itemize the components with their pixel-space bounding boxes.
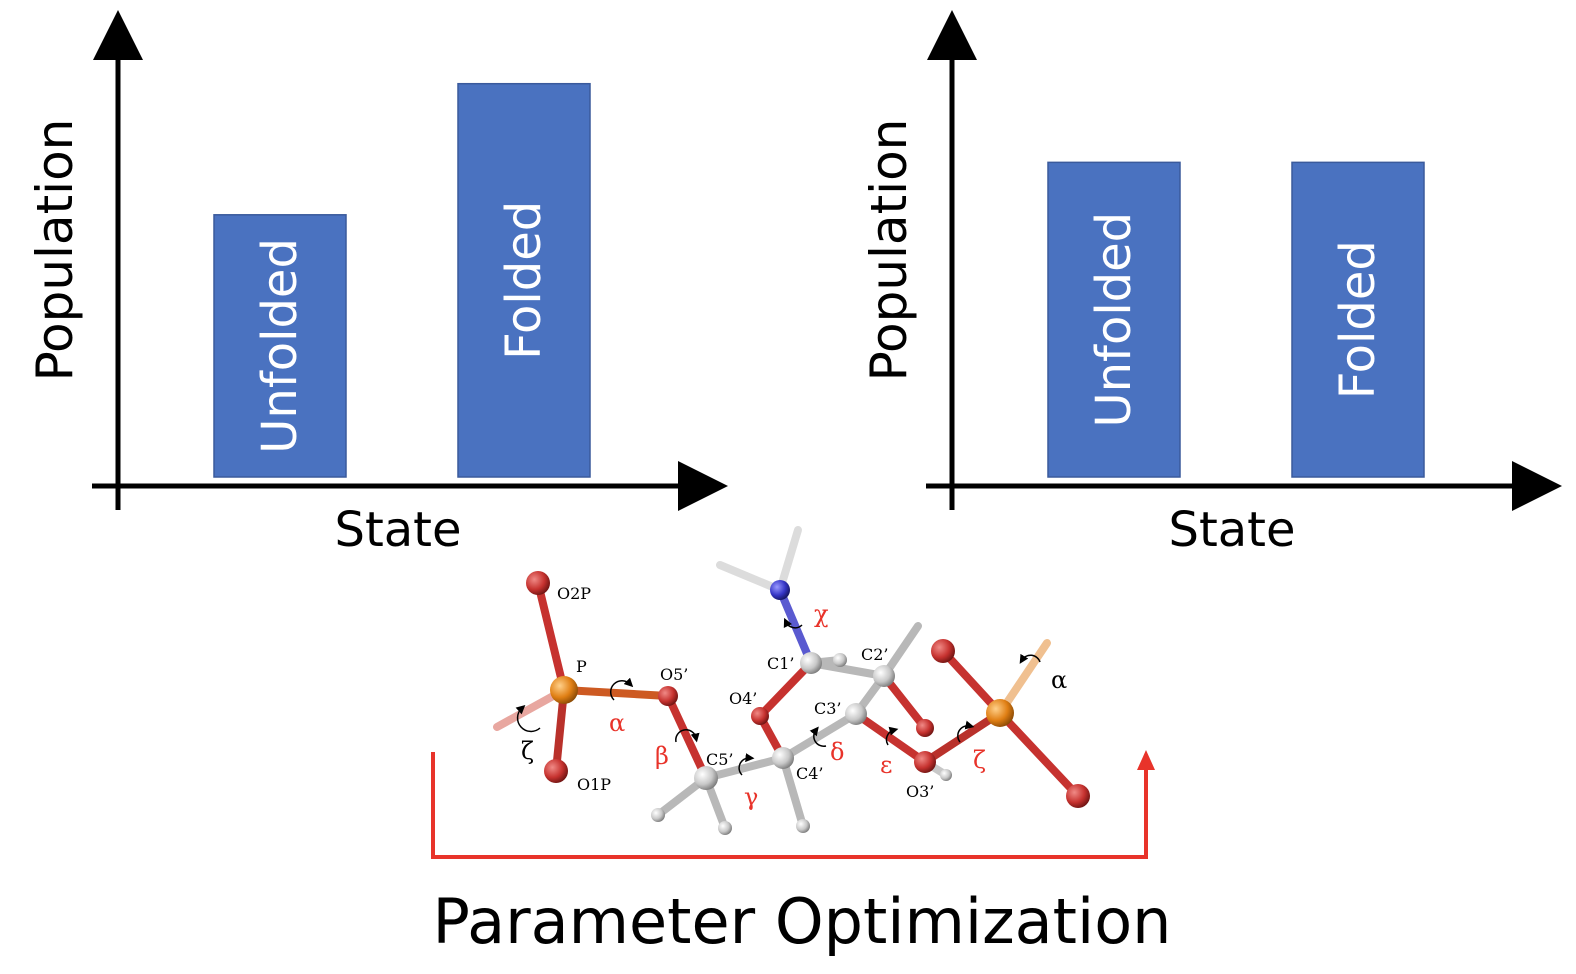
oxygen-atom [751, 707, 769, 725]
torsion-arrow-icon [515, 704, 541, 733]
torsion-arrow-icon [783, 617, 803, 629]
bar-unfolded [213, 214, 347, 478]
chart-right: Unfolded Folded Population State [860, 10, 1562, 558]
nitrogen-atom [770, 580, 790, 600]
y-axis-title: Population [860, 119, 918, 382]
torsion-arrow-icon [609, 677, 634, 701]
caption: Parameter Optimization [433, 885, 1172, 958]
atom-label-o1p: O1P [577, 775, 611, 794]
atom-label-c5: C5’ [706, 750, 734, 769]
dihedral-label-epsilon: ε [880, 751, 892, 779]
carbon-atom [845, 703, 867, 725]
torsion-arrows [515, 617, 1041, 776]
y-axis-title: Population [26, 119, 84, 382]
bar-folded [457, 82, 591, 478]
hydrogen-atom [796, 819, 810, 833]
dihedral-label-alpha-right: α [1051, 666, 1067, 694]
chart-left: Unfolded Folded Population State [26, 10, 728, 558]
dihedral-label-delta: δ [830, 738, 844, 766]
hydrogen-atom [833, 653, 847, 667]
hydrogen-atom [940, 769, 952, 781]
atom-label-c2: C2’ [861, 645, 889, 664]
hydrogen-atom [718, 821, 732, 835]
carbon-atom [873, 665, 895, 687]
optimization-bracket [431, 750, 1155, 859]
oxygen-atom [526, 571, 550, 595]
oxygen-atom [931, 639, 955, 663]
bracket-arrowhead [1137, 750, 1155, 770]
bar-label-folded: Folded [496, 201, 552, 360]
dihedral-label-chi: χ [814, 600, 829, 628]
torsion-arrow-icon [809, 726, 827, 747]
torsion-arrow-icon [1019, 653, 1041, 664]
torsion-arrow-icon [885, 726, 899, 746]
phosphorus-atom [986, 699, 1014, 727]
atom-label-c1: C1’ [767, 654, 795, 673]
bar-group: Unfolded Folded [1047, 161, 1425, 478]
bar-unfolded [1047, 161, 1181, 478]
atom-label-c4: C4’ [796, 764, 824, 783]
dihedral-label-zeta-left: ζ [521, 737, 534, 765]
x-axis-title: State [1168, 502, 1295, 558]
torsion-arrow-icon [957, 720, 975, 743]
atom-label-o5: O5’ [660, 665, 688, 684]
bar-label-unfolded: Unfolded [252, 238, 308, 454]
oxygen-atom [916, 719, 934, 737]
dihedral-label-beta: β [655, 742, 669, 770]
oxygen-atom [914, 751, 936, 773]
phosphorus-atom [550, 676, 578, 704]
bar-group: Unfolded Folded [213, 82, 591, 478]
dihedral-label-zeta-right: ζ [973, 746, 986, 774]
oxygen-atom [658, 686, 678, 706]
bracket-line [431, 752, 1148, 859]
oxygen-atom [1066, 784, 1090, 808]
dihedral-label-gamma: γ [744, 783, 758, 811]
atom-label-o4: O4’ [729, 689, 757, 708]
atom-label-o2p: O2P [557, 584, 591, 603]
hydrogen-atom [651, 808, 665, 822]
atom-label-p: P [576, 657, 587, 676]
oxygen-atom [544, 759, 568, 783]
carbon-atom [694, 766, 718, 790]
carbon-atom [772, 747, 794, 769]
carbon-atom [800, 652, 822, 674]
bar-label-folded: Folded [1330, 240, 1386, 399]
torsion-arrow-icon [675, 729, 700, 743]
nucleotide-structure: O2P P O5’ O1P O4’ C5’ C4’ C1’ C2’ C3’ O3… [493, 526, 1090, 835]
torsion-arrow-icon [738, 753, 755, 776]
bar-folded [1291, 161, 1425, 478]
atoms [526, 571, 1090, 835]
dihedral-label-alpha-left: α [609, 709, 625, 737]
atom-label-o3: O3’ [906, 782, 934, 801]
atom-label-c3: C3’ [814, 699, 842, 718]
bar-label-unfolded: Unfolded [1086, 212, 1142, 428]
x-axis-title: State [334, 502, 461, 558]
